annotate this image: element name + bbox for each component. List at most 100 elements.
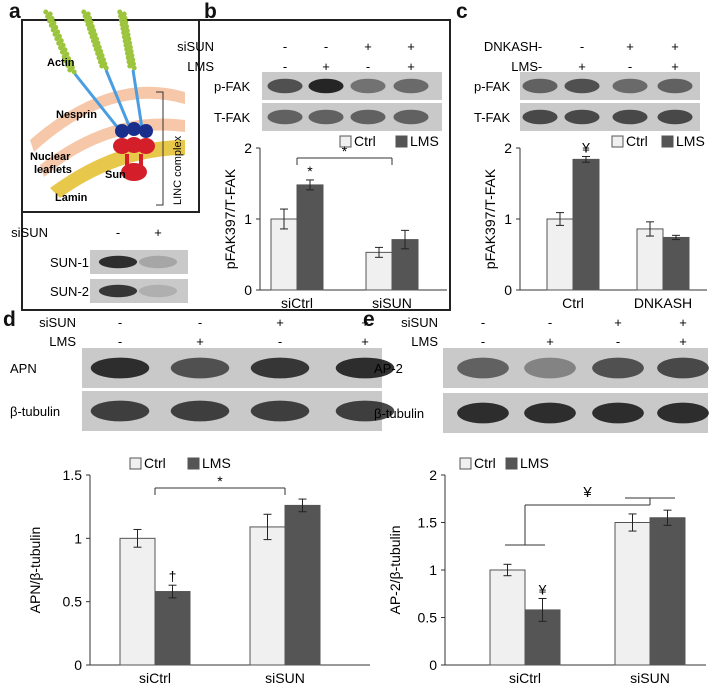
x-tick-label: DNKASH	[634, 295, 692, 311]
actin-bead	[118, 13, 124, 19]
band-label: SUN-2	[50, 284, 89, 299]
treatment-row-label: LMS	[49, 334, 76, 349]
band-label: APN	[10, 361, 37, 376]
treatment-sign: -	[538, 39, 542, 54]
lamin-layer	[50, 140, 185, 198]
bar-lms	[662, 236, 690, 291]
y-tick-label: 1.5	[63, 467, 83, 483]
treatment-sign: -	[548, 315, 552, 330]
legend-swatch	[129, 457, 142, 470]
nesprin-label: Nesprin	[56, 109, 97, 121]
protein-band	[457, 402, 509, 424]
lamin-label: Lamin	[55, 192, 88, 204]
y-tick-label: 1.5	[418, 515, 438, 531]
protein-band	[267, 109, 303, 125]
treatment-row-label: siSUN	[11, 225, 48, 240]
x-tick-label: Ctrl	[562, 295, 584, 311]
actin-bead	[43, 9, 49, 15]
legend-swatch	[661, 135, 674, 148]
y-tick-label: 0	[74, 657, 82, 673]
treatment-sign: -	[616, 334, 620, 349]
protein-band	[612, 78, 648, 94]
y-tick-label: 2	[244, 140, 252, 156]
protein-band	[250, 357, 310, 379]
y-tick-label: 0	[504, 282, 512, 298]
actin-bead	[129, 53, 135, 59]
nuclear-label: Nuclear	[30, 151, 71, 163]
treatment-sign: -	[118, 315, 122, 330]
treatment-sign: +	[679, 315, 687, 330]
bar-ctrl	[365, 251, 393, 291]
bar-ctrl	[489, 569, 526, 666]
treatment-sign: -	[283, 59, 287, 74]
band-label: T-FAK	[474, 110, 510, 125]
legend-label: LMS	[676, 133, 705, 149]
actin-bead	[123, 19, 129, 25]
treatment-row-label: siSUN	[177, 39, 214, 54]
actin-bead	[125, 32, 131, 38]
actin-bead	[117, 9, 123, 15]
actin-bead	[84, 17, 90, 23]
legend-label: Ctrl	[144, 455, 166, 471]
legend-swatch	[505, 457, 518, 470]
actin-bead	[127, 63, 133, 69]
nesprin-strand	[104, 69, 132, 129]
treatment-row-label: DNKASH	[484, 39, 538, 54]
legend-swatch	[611, 135, 624, 148]
actin-bead	[82, 13, 88, 19]
inner-nuclear-membrane	[40, 118, 185, 177]
bar-lms	[284, 504, 321, 666]
actin-bead	[121, 34, 127, 40]
actin-bead	[124, 23, 130, 29]
protein-band	[524, 402, 576, 424]
legend-label: LMS	[410, 133, 439, 149]
actin-bead	[95, 51, 101, 57]
x-tick-label: siCtrl	[281, 295, 313, 311]
bar-ctrl	[249, 526, 286, 666]
treatment-sign: -	[481, 315, 485, 330]
leaflets-label: leaflets	[34, 164, 72, 176]
band-label: β-tubulin	[10, 404, 60, 419]
y-axis-label: pFAK397/T-FAK	[482, 168, 498, 269]
treatment-sign: -	[198, 315, 202, 330]
y-tick-label: 0.5	[418, 610, 438, 626]
y-tick-label: 1	[74, 530, 82, 546]
band-label: SUN-1	[50, 255, 89, 270]
protein-band	[90, 400, 150, 422]
actin-bead	[92, 42, 98, 48]
treatment-sign: -	[580, 39, 584, 54]
actin-bead	[124, 51, 130, 57]
actin-bead	[131, 65, 137, 71]
panel-letter-a: a	[9, 0, 21, 23]
actin-bead	[81, 9, 87, 15]
x-tick-label: siSUN	[372, 295, 412, 311]
bar-ctrl	[119, 537, 156, 666]
actin-bead	[88, 30, 94, 36]
protein-band	[524, 357, 576, 379]
panel-letter-e: e	[363, 308, 375, 331]
treatment-sign: +	[407, 59, 415, 74]
treatment-row-label: LMS	[411, 334, 438, 349]
treatment-sign: +	[578, 59, 586, 74]
treatment-sign: -	[116, 225, 120, 240]
legend-label: Ctrl	[626, 133, 648, 149]
actin-bead	[85, 21, 91, 27]
y-tick-label: 0	[244, 282, 252, 298]
panel-letter-b: b	[204, 0, 217, 23]
treatment-sign: -	[283, 39, 287, 54]
protein-band	[522, 78, 558, 94]
y-tick-label: 0	[429, 657, 437, 673]
legend-label: Ctrl	[354, 133, 376, 149]
actin-bead	[65, 63, 71, 69]
y-tick-label: 2	[504, 140, 512, 156]
legend-label: LMS	[520, 455, 549, 471]
y-tick-label: 0.5	[63, 594, 83, 610]
protein-band	[170, 357, 230, 379]
band-label: p-FAK	[474, 79, 510, 94]
actin-bead	[86, 26, 92, 32]
y-tick-label: 1	[504, 211, 512, 227]
treatment-sign: +	[614, 315, 622, 330]
nesprin-strand	[73, 73, 120, 129]
